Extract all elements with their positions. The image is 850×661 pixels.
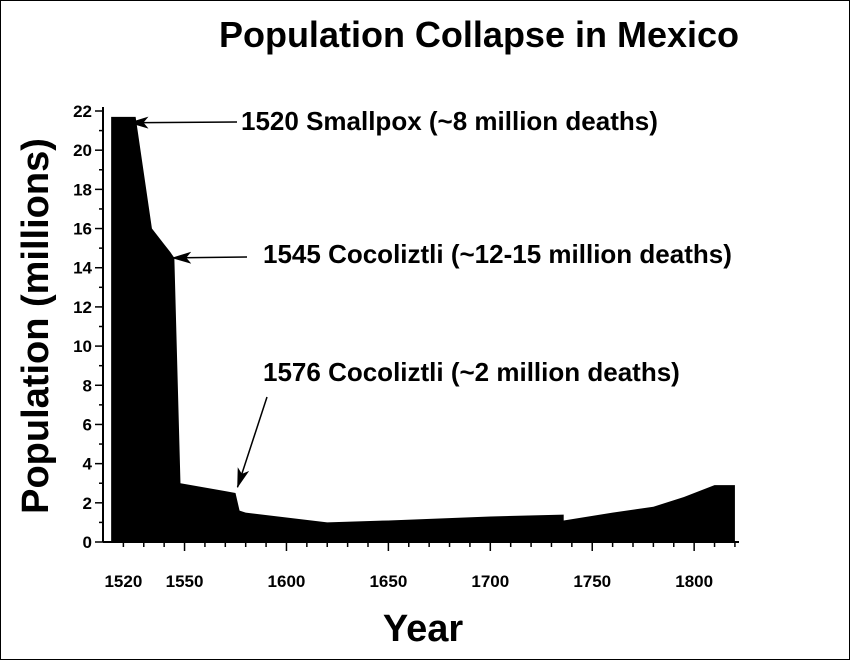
y-axis-label: Population (millions)	[15, 138, 57, 514]
x-axis-label: Year	[383, 608, 464, 650]
y-tick-label: 14	[73, 259, 92, 278]
plot-area: 0 2 4 6 8 10 12 14 16 18 20 22 1520 1550 1600 1650 1700 1…	[73, 102, 739, 591]
population-area	[111, 116, 735, 543]
chart-title: Population Collapse in Mexico	[219, 14, 739, 55]
x-tick-label: 1600	[268, 572, 306, 591]
x-tick-label: 1650	[369, 572, 407, 591]
x-tick-label: 1750	[573, 572, 611, 591]
annotation-arrow	[128, 116, 238, 129]
annotation-label: 1545 Cocoliztli (~12-15 million deaths)	[263, 239, 732, 269]
annotation-arrow	[236, 396, 268, 489]
y-tick-label: 22	[73, 102, 92, 121]
y-tick-label: 0	[83, 533, 92, 552]
y-tick-label: 12	[73, 298, 92, 317]
y-tick-label: 10	[73, 337, 92, 356]
annotation-arrow	[171, 251, 248, 264]
x-tick-label: 1800	[675, 572, 713, 591]
annotation-label: 1520 Smallpox (~8 million deaths)	[241, 106, 658, 136]
y-tick-label: 18	[73, 180, 92, 199]
y-tick-label: 4	[83, 455, 93, 474]
annotation-label: 1576 Cocoliztli (~2 million deaths)	[263, 357, 680, 387]
x-tick-label: 1700	[471, 572, 509, 591]
y-tick-label: 20	[73, 141, 92, 160]
y-tick-label: 16	[73, 220, 92, 239]
y-tick-label: 6	[83, 415, 92, 434]
y-tick-label: 2	[83, 494, 92, 513]
x-tick-label: 1550	[166, 572, 204, 591]
x-tick-label: 1520	[104, 572, 142, 591]
y-tick-label: 8	[83, 376, 92, 395]
